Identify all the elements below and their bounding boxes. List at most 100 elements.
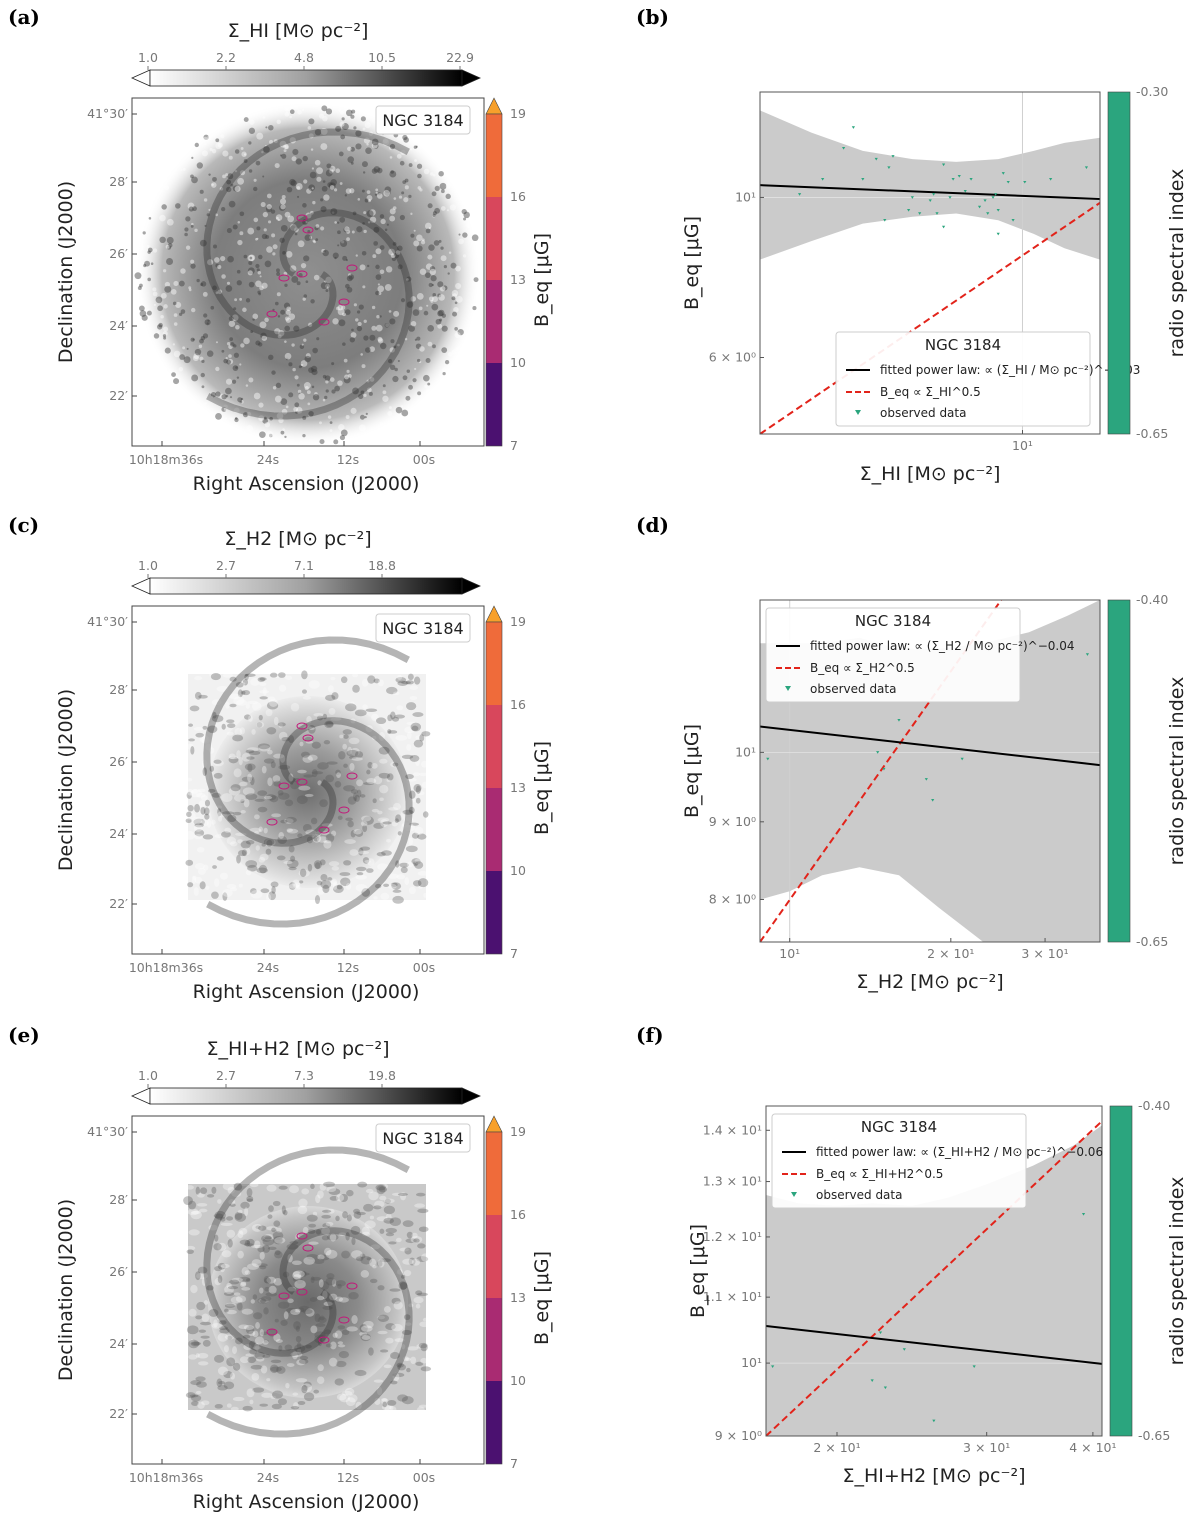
map-texture <box>379 422 384 427</box>
map-texture <box>451 349 457 355</box>
map-texture <box>245 1353 254 1357</box>
map-texture <box>291 1260 302 1266</box>
map-texture <box>385 1213 392 1221</box>
map-texture <box>233 352 239 358</box>
map-texture <box>200 819 209 827</box>
map-texture <box>267 696 276 701</box>
map-texture <box>284 145 289 150</box>
map-texture <box>455 295 463 303</box>
map-texture <box>313 240 317 244</box>
map-texture <box>247 227 255 235</box>
map-texture <box>376 1386 383 1396</box>
map-texture <box>206 1285 214 1291</box>
map-texture <box>338 750 346 760</box>
map-texture <box>297 389 302 394</box>
dec-tick-label: 24′ <box>109 826 128 841</box>
map-texture <box>386 838 392 843</box>
map-texture <box>310 1183 315 1190</box>
map-texture <box>303 338 307 342</box>
map-texture <box>380 819 389 828</box>
map-texture <box>283 818 294 824</box>
map-texture <box>301 689 307 694</box>
map-texture <box>399 1282 408 1290</box>
map-texture <box>267 1214 273 1219</box>
map-texture <box>269 672 278 678</box>
map-texture <box>258 402 264 408</box>
map-texture <box>199 881 206 890</box>
map-texture <box>302 823 312 832</box>
map-texture <box>446 209 449 212</box>
map-texture <box>221 793 233 802</box>
map-texture <box>195 1271 201 1281</box>
map-texture <box>404 877 410 886</box>
map-texture <box>146 310 152 316</box>
map-texture <box>366 264 370 268</box>
map-texture <box>386 223 389 226</box>
map-texture <box>386 773 394 781</box>
map-texture <box>134 272 142 280</box>
map-texture <box>150 262 154 265</box>
map-texture <box>356 872 364 876</box>
map-texture <box>218 815 223 822</box>
map-texture <box>356 226 363 233</box>
map-texture <box>197 1401 205 1409</box>
map-texture <box>350 830 356 838</box>
data-point <box>969 177 973 181</box>
map-texture <box>244 1240 251 1247</box>
map-texture <box>199 239 207 247</box>
map-texture <box>345 229 351 234</box>
map-texture <box>341 1390 353 1396</box>
beq-tick-label: 16 <box>510 189 526 204</box>
map-texture <box>362 127 366 131</box>
map-texture <box>308 725 316 734</box>
map-texture <box>293 882 301 888</box>
beq-max-arrow <box>485 97 503 115</box>
map-texture <box>397 264 403 270</box>
map-texture <box>374 1397 381 1406</box>
map-texture <box>335 1296 344 1302</box>
data-point <box>986 212 990 215</box>
fit-line <box>766 1325 1102 1365</box>
map-texture <box>179 354 186 360</box>
map-texture <box>245 298 251 303</box>
map-texture <box>360 116 366 122</box>
map-texture <box>310 210 314 215</box>
beq-contour <box>338 298 350 306</box>
data-point <box>994 193 998 196</box>
map-texture <box>346 1326 358 1332</box>
map-texture <box>416 293 424 300</box>
map-texture <box>402 1356 409 1362</box>
map-texture <box>190 1284 198 1294</box>
map-texture <box>248 260 253 265</box>
map-texture <box>309 1297 318 1302</box>
galaxy-label-box <box>375 613 471 643</box>
map-texture <box>393 691 400 696</box>
map-texture <box>419 1321 430 1328</box>
map-texture <box>280 430 285 435</box>
confidence-band <box>760 110 1100 260</box>
map-texture <box>277 334 282 339</box>
map-texture <box>253 392 261 400</box>
map-texture <box>196 1272 209 1280</box>
map-texture <box>300 751 310 758</box>
map-texture <box>294 375 299 380</box>
map-texture <box>270 209 276 214</box>
map-texture <box>217 289 223 295</box>
map-texture <box>401 822 414 828</box>
map-texture <box>362 888 370 896</box>
map-texture <box>427 325 435 332</box>
map-texture <box>338 319 346 327</box>
map-texture <box>203 313 208 318</box>
map-texture <box>360 390 365 395</box>
map-texture <box>355 1401 362 1410</box>
map-texture <box>339 434 346 441</box>
map-texture <box>432 344 436 349</box>
map-texture <box>403 1314 411 1321</box>
map-texture <box>288 362 293 367</box>
legend-box <box>835 331 1091 427</box>
map-texture <box>207 135 212 141</box>
map-texture <box>288 883 300 889</box>
map-texture <box>334 221 337 224</box>
map-texture <box>382 395 389 402</box>
